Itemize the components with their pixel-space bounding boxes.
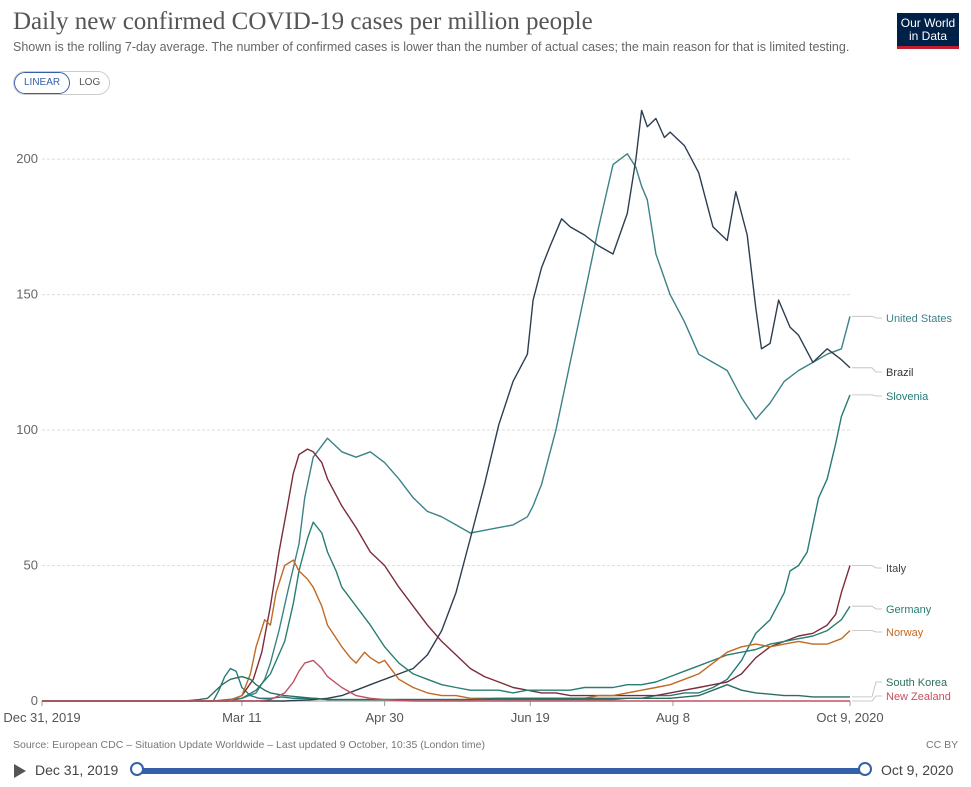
chart-subtitle: Shown is the rolling 7-day average. The … (13, 40, 850, 54)
leader-line-south-korea (852, 681, 882, 698)
logo-line-2: in Data (908, 29, 948, 43)
series-line-brazil (42, 109, 851, 702)
timeline-slider: Dec 31, 2019 Oct 9, 2020 (0, 756, 971, 786)
timeline-start-handle[interactable] (130, 762, 144, 776)
timeline-end-label: Oct 9, 2020 (881, 762, 954, 778)
grid-layer (41, 158, 851, 706)
leader-line-united-states (852, 315, 882, 319)
x-tick-label: Mar 11 (222, 710, 262, 725)
series-line-italy (42, 448, 851, 702)
leader-line-slovenia (852, 394, 882, 397)
leader-line-new-zealand (852, 695, 882, 702)
license-link[interactable]: CC BY (926, 739, 959, 751)
series-layer (42, 109, 851, 702)
y-tick-label: 0 (31, 693, 38, 708)
series-label-norway: Norway (886, 627, 924, 639)
chart-title: Daily new confirmed COVID-19 cases per m… (13, 8, 593, 35)
owid-logo[interactable]: Our World in Data (897, 13, 959, 49)
leader-line-germany (852, 605, 882, 610)
x-tick-label: Apr 30 (365, 710, 403, 725)
y-tick-label: 150 (16, 287, 38, 302)
series-label-united-states: United States (886, 313, 953, 325)
y-tick-label: 50 (24, 558, 38, 573)
y-tick-label: 100 (16, 422, 38, 437)
leader-line-brazil (852, 367, 882, 373)
y-tick-label: 200 (16, 151, 38, 166)
logo-line-1: Our World (900, 16, 956, 30)
line-chart: 0 50 100 150 200 Dec 31, 2019 Mar 11 Apr 30 Jun … (3, 109, 953, 725)
series-label-slovenia: Slovenia (886, 391, 929, 403)
series-label-new-zealand: New Zealand (886, 691, 951, 703)
timeline-track[interactable] (137, 768, 865, 774)
series-label-brazil: Brazil (886, 367, 914, 379)
series-line-norway (42, 559, 851, 702)
series-label-italy: Italy (886, 563, 907, 575)
source-note: Source: European CDC – Situation Update … (13, 739, 486, 751)
leader-line-italy (852, 565, 882, 569)
x-tick-label: Aug 8 (656, 710, 690, 725)
label-layer: 0 50 100 150 200 Dec 31, 2019 Mar 11 Apr 30 Jun … (3, 151, 952, 725)
timeline-end-handle[interactable] (858, 762, 872, 776)
series-line-south-korea (42, 675, 850, 702)
x-tick-label: Jun 19 (511, 710, 550, 725)
scale-toggle: LINEAR LOG (13, 71, 111, 95)
play-button-icon[interactable] (14, 764, 26, 778)
series-line-new-zealand (42, 659, 850, 702)
series-line-germany (42, 521, 851, 702)
x-tick-label: Dec 31, 2019 (3, 710, 80, 725)
series-label-south-korea: South Korea (886, 677, 948, 689)
log-scale-button[interactable]: LOG (79, 77, 101, 88)
timeline-start-label: Dec 31, 2019 (35, 762, 119, 778)
linear-scale-button[interactable]: LINEAR (14, 72, 71, 94)
leader-line-norway (852, 630, 882, 633)
series-label-germany: Germany (886, 604, 932, 616)
series-line-united-states (42, 153, 851, 702)
x-tick-label: Oct 9, 2020 (816, 710, 883, 725)
